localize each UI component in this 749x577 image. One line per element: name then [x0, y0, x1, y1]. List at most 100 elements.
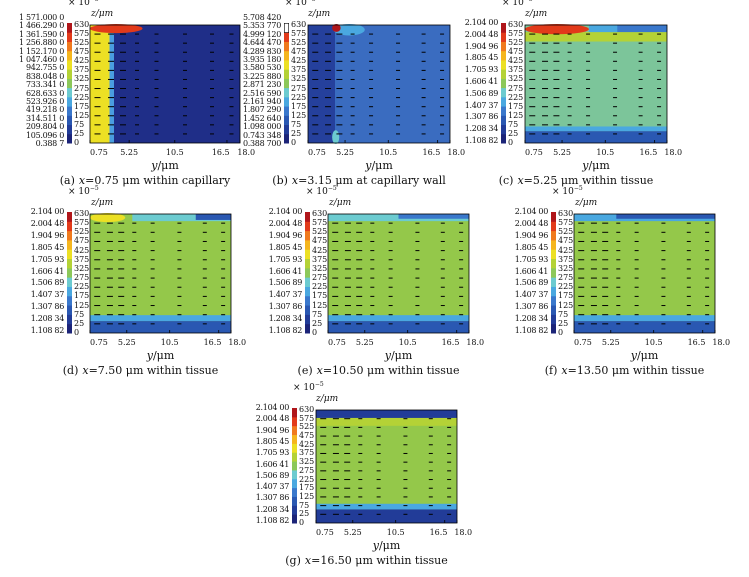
multiplier-label: × 10−5: [68, 0, 99, 8]
contour-plot: [307, 24, 451, 144]
colorbar-segment: [551, 267, 556, 278]
axis-variable: y: [630, 349, 637, 362]
colorbar-label: 1 047.460 0: [18, 55, 64, 64]
colorbar-segment: [305, 230, 310, 241]
colorbar-segment: [292, 514, 297, 524]
colorbar-segment: [551, 221, 556, 232]
colorbar-label: 523.926 0: [25, 97, 64, 106]
field-region: [574, 214, 715, 333]
caption-text: =0.75 μm within capillary: [85, 174, 231, 187]
z-tick-label: 425: [74, 245, 90, 255]
colorbar-label: 1.805 45: [30, 242, 65, 252]
x-tick-label: 5.25: [117, 338, 136, 347]
caption-text: =3.15 μm at capillary wall: [298, 174, 446, 187]
z-tick-label: 630: [312, 209, 328, 218]
colorbar-segment: [551, 295, 556, 306]
colorbar-segment: [501, 23, 506, 33]
z-tick-label: 575: [291, 29, 307, 39]
x-tick-label: 16.5: [203, 338, 222, 347]
contour-plot: [315, 409, 458, 524]
colorbar-segment: [292, 496, 297, 506]
z-tick-label: 575: [508, 29, 524, 39]
colorbar-segment: [551, 230, 556, 241]
axis-unit: /μm: [157, 159, 179, 172]
multiplier-exponent: −5: [524, 0, 533, 3]
z-tick-label: 275: [299, 465, 315, 475]
multiplier-exponent: −5: [327, 185, 337, 192]
colorbar-segment: [67, 221, 72, 232]
colorbar-segment: [305, 239, 310, 250]
colorbar-segment: [67, 323, 72, 334]
x-tick-label: 18.0: [712, 338, 731, 347]
colorbar-segment: [67, 286, 72, 297]
z-tick-label: 125: [312, 300, 328, 310]
z-tick-label: 25: [312, 318, 323, 328]
multiplier-exponent: −5: [573, 185, 583, 192]
colorbar-label: 2.161 940: [242, 97, 281, 106]
colorbar-label: 1.407 37: [268, 290, 303, 300]
colorbar-segment: [501, 87, 506, 98]
caption-text: =13.50 μm within tissue: [567, 364, 705, 377]
z-tick-label: 475: [291, 47, 307, 57]
field-region: [106, 25, 114, 143]
z-tick-label: 275: [74, 273, 90, 283]
multiplier-base: × 10: [68, 0, 90, 8]
multiplier-label: × 10−5: [285, 0, 316, 8]
x-axis-label: y/μm: [631, 349, 659, 362]
colorbar-segment: [284, 69, 289, 79]
z-tick-label: 325: [312, 263, 328, 273]
colorbar-segment: [501, 106, 506, 116]
z-tick-label: 25: [74, 318, 85, 328]
z-tick-label: 575: [299, 413, 315, 423]
colorbar-label: 1.208 34: [464, 124, 499, 134]
colorbar-label: 628.633 0: [25, 88, 64, 98]
colorbar-label: 1 466.290 0: [18, 21, 64, 31]
z-tick-label: 630: [558, 209, 574, 218]
field-region: [525, 131, 667, 143]
colorbar-label: 1.208 34: [255, 504, 290, 514]
z-tick-label: 125: [558, 300, 574, 310]
z-tick-label: 25: [74, 128, 85, 138]
colorbar-segment: [551, 239, 556, 250]
z-tick-label: 225: [508, 92, 524, 102]
plot-frame: [89, 24, 241, 144]
caption-label: (a): [59, 174, 75, 187]
x-tick-label: 5.25: [120, 148, 139, 157]
x-tick-label: 0.75: [308, 148, 326, 157]
colorbar-segment: [67, 230, 72, 241]
z-tick-label: 125: [74, 300, 90, 310]
field-region: [525, 25, 667, 143]
x-tick-label: 0.75: [525, 148, 543, 157]
x-tick-label: 16.5: [429, 528, 448, 537]
x-tick-label: 16.5: [422, 148, 441, 157]
panel-caption: (f) x=13.50 μm within tissue: [545, 364, 705, 377]
colorbar-label: 3.225 880: [242, 71, 281, 81]
colorbar-segment: [284, 41, 289, 52]
colorbar-segment: [292, 408, 297, 418]
colorbar-label: 1 256.880 0: [18, 38, 64, 48]
axis-unit: /μm: [588, 159, 610, 172]
z-tick-label: 125: [74, 110, 90, 120]
colorbar-segment: [305, 212, 310, 222]
colorbar-segment: [284, 59, 289, 70]
colorbar-segment: [501, 115, 506, 126]
x-tick-label: 18.0: [664, 148, 683, 157]
colorbar-label: 314.511 0: [25, 113, 64, 123]
colorbar-label: 1.606 41: [255, 459, 290, 469]
field-region: [328, 321, 469, 333]
x-tick-label: 5.25: [601, 338, 620, 347]
field-region: [525, 126, 667, 132]
colorbar-segment: [292, 425, 297, 436]
caption-variable: x: [316, 364, 323, 377]
colorbar-label: 4.289 830: [242, 46, 281, 56]
z-tick-label: 525: [312, 227, 328, 237]
colorbar-segment: [501, 69, 506, 79]
colorbar-segment: [292, 443, 297, 453]
colorbar-label: 1.904 96: [30, 230, 65, 240]
colorbar-label: 1.407 37: [30, 290, 65, 300]
field-region: [588, 25, 618, 33]
z-tick-label: 630: [299, 405, 315, 414]
plot-frame: [573, 213, 716, 334]
colorbar-label: 1.407 37: [464, 100, 499, 110]
colorbar-segment-top: [284, 23, 290, 33]
